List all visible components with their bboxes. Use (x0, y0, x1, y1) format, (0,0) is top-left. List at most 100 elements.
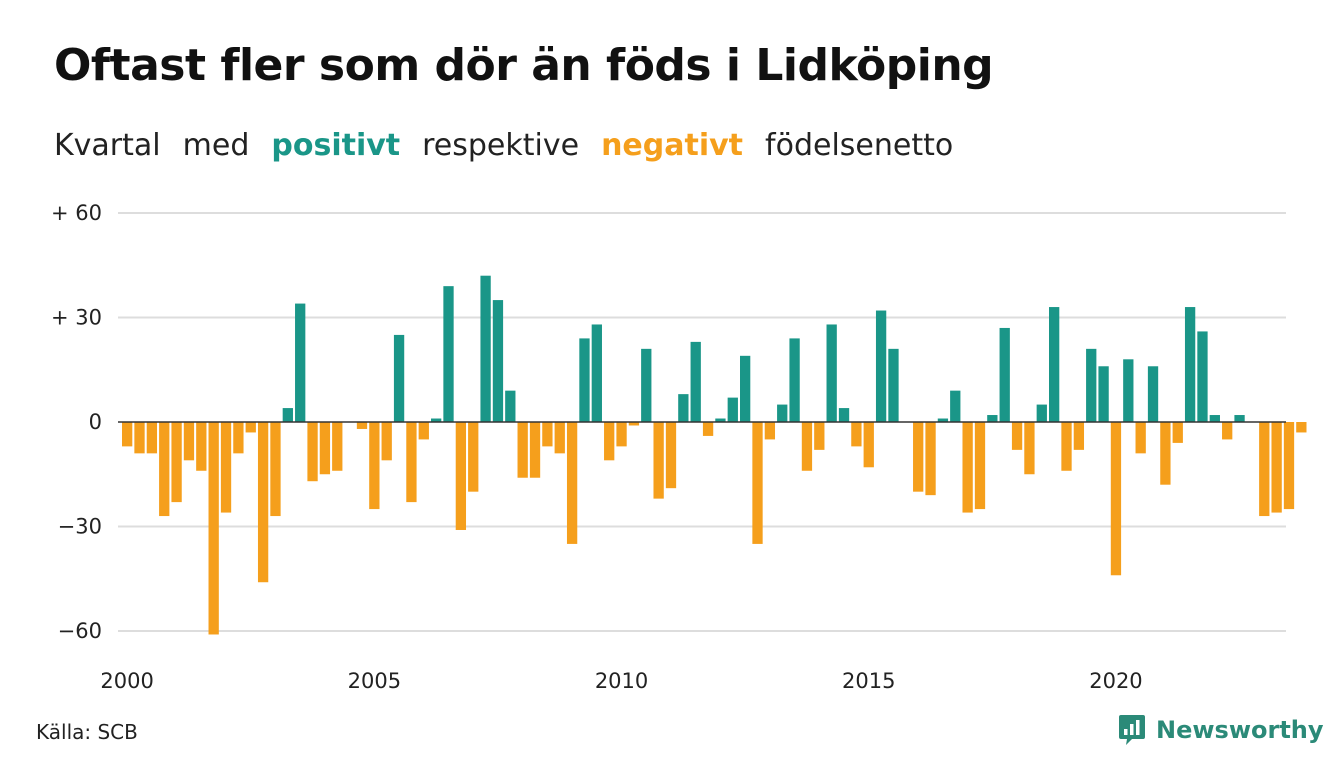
bar-negative (814, 422, 825, 450)
x-tick-label: 2010 (595, 669, 648, 693)
bar-negative (122, 422, 133, 447)
y-tick-label: + 30 (51, 306, 102, 330)
bar-negative (1172, 422, 1183, 443)
chart-subtitle: Kvartal med positivt respektive negativt föde… (54, 128, 975, 163)
x-axis-ticks: 2000 2005 2010 2015 2020 (100, 669, 1142, 693)
bar-negative (381, 422, 392, 461)
bar-negative (196, 422, 207, 471)
bar-negative (702, 422, 714, 436)
bar-positive (740, 355, 751, 422)
bar-negative (245, 422, 256, 433)
bar-negative (1271, 422, 1282, 513)
bar-positive (505, 390, 516, 422)
bar-negative (1061, 422, 1072, 471)
subtitle-negative-label: negativt (601, 128, 744, 163)
subtitle-word-kvartal: Kvartal (54, 128, 161, 163)
bar-positive (393, 334, 405, 422)
y-tick-label: 0 (89, 410, 102, 434)
bar-negative (146, 422, 158, 454)
x-tick-label: 2005 (348, 669, 401, 693)
bar-negative (1073, 422, 1085, 450)
bar-negative (529, 422, 541, 478)
bar-negative (233, 422, 244, 454)
bar-positive (431, 418, 442, 422)
bar-positive (579, 338, 590, 422)
bar-positive (641, 348, 652, 422)
newsworthy-logo-icon (1119, 715, 1145, 745)
bar-negative (356, 422, 368, 429)
bar-positive (690, 341, 701, 422)
bar-positive (999, 327, 1010, 422)
grid-lines (118, 212, 1286, 632)
bar-negative (270, 422, 281, 517)
bar-negative (566, 422, 578, 544)
x-tick-label: 2000 (100, 669, 153, 693)
y-tick-label: −30 (58, 515, 102, 539)
bar-negative (665, 422, 677, 489)
bar-positive (282, 408, 293, 422)
bar-positive (1147, 366, 1159, 422)
bar-positive (480, 275, 491, 422)
bar-positive (789, 338, 800, 422)
bar-negative (1135, 422, 1146, 454)
chart-title: Oftast fler som dör än föds i Lidköping (54, 40, 994, 91)
bar-negative (863, 422, 874, 468)
bar-negative (418, 422, 429, 440)
newsworthy-brand: Newsworthy (1118, 714, 1324, 746)
bar-positive (1184, 307, 1196, 422)
bar-negative (220, 422, 232, 513)
bar-positive (1086, 348, 1097, 422)
bar-negative (1259, 422, 1270, 517)
y-axis-ticks: + 60 + 30 0 −30 −60 (51, 201, 102, 643)
bar-negative (1110, 422, 1122, 576)
bar-negative (307, 422, 318, 482)
bar-negative (171, 422, 182, 503)
bar-negative (406, 422, 417, 503)
subtitle-word-respektive: respektive (422, 128, 580, 163)
bar-positive (1234, 415, 1245, 422)
bar-negative (159, 422, 170, 517)
bar-negative (1222, 422, 1233, 440)
bars (122, 275, 1307, 635)
bar-positive (443, 286, 454, 422)
bar-positive (591, 324, 602, 422)
bar-negative (1024, 422, 1035, 475)
bar-negative (554, 422, 565, 454)
bar-negative (542, 422, 553, 447)
bar-negative (913, 422, 924, 492)
x-tick-label: 2015 (842, 669, 895, 693)
bar-negative (468, 422, 479, 492)
bar-negative (925, 422, 936, 496)
bar-positive (937, 418, 949, 422)
x-tick-label: 2020 (1089, 669, 1142, 693)
bar-negative (604, 422, 615, 461)
bar-positive (987, 415, 998, 422)
bar-positive (888, 348, 899, 422)
bar-negative (653, 422, 664, 499)
bar-positive (1036, 404, 1047, 422)
bar-positive (715, 418, 726, 422)
bar-negative (134, 422, 145, 454)
bar-positive (838, 408, 850, 422)
bar-negative (332, 422, 343, 471)
bar-positive (492, 300, 504, 422)
bar-positive (295, 303, 306, 422)
bar-negative (183, 422, 195, 461)
bar-negative (455, 422, 467, 530)
bar-positive (1209, 415, 1220, 422)
bar-negative (801, 422, 813, 471)
subtitle-word-fodelsenetto: födelsenetto (765, 128, 954, 163)
bar-negative (369, 422, 380, 510)
bar-negative (319, 422, 331, 475)
bar-negative (616, 422, 627, 447)
bar-negative (851, 422, 862, 447)
bar-negative (1011, 422, 1023, 450)
bar-negative (962, 422, 973, 513)
bar-negative (764, 422, 776, 440)
bar-positive (950, 390, 961, 422)
bar-negative (517, 422, 528, 478)
bar-negative (1296, 422, 1307, 433)
bar-positive (875, 310, 887, 422)
bar-negative (257, 422, 269, 583)
